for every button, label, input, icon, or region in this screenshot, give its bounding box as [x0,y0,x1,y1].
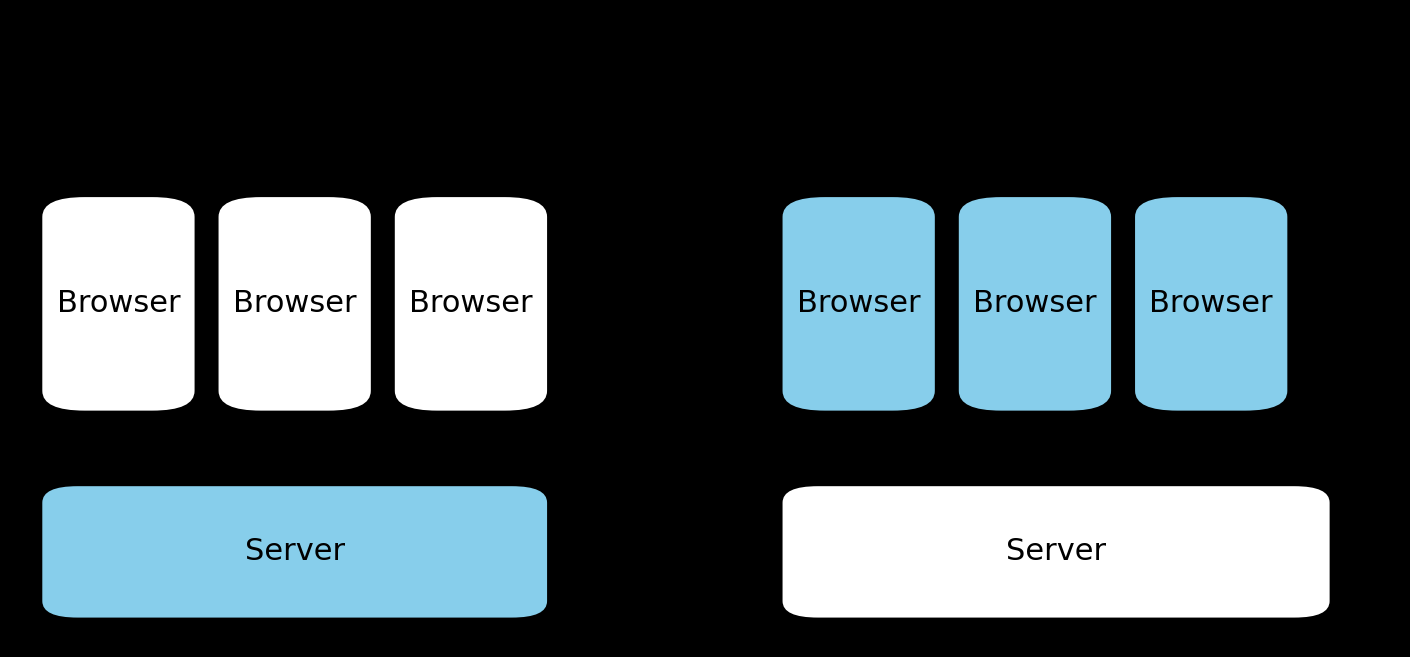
Text: Browser: Browser [56,289,180,319]
FancyBboxPatch shape [395,197,547,411]
FancyBboxPatch shape [1135,197,1287,411]
FancyBboxPatch shape [783,197,935,411]
FancyBboxPatch shape [783,486,1330,618]
Text: Browser: Browser [233,289,357,319]
FancyBboxPatch shape [219,197,371,411]
FancyBboxPatch shape [42,197,195,411]
FancyBboxPatch shape [959,197,1111,411]
Text: Browser: Browser [797,289,921,319]
Text: Server: Server [244,537,345,566]
Text: Browser: Browser [409,289,533,319]
FancyBboxPatch shape [42,486,547,618]
Text: Browser: Browser [1149,289,1273,319]
Text: Server: Server [1005,537,1107,566]
Text: Browser: Browser [973,289,1097,319]
